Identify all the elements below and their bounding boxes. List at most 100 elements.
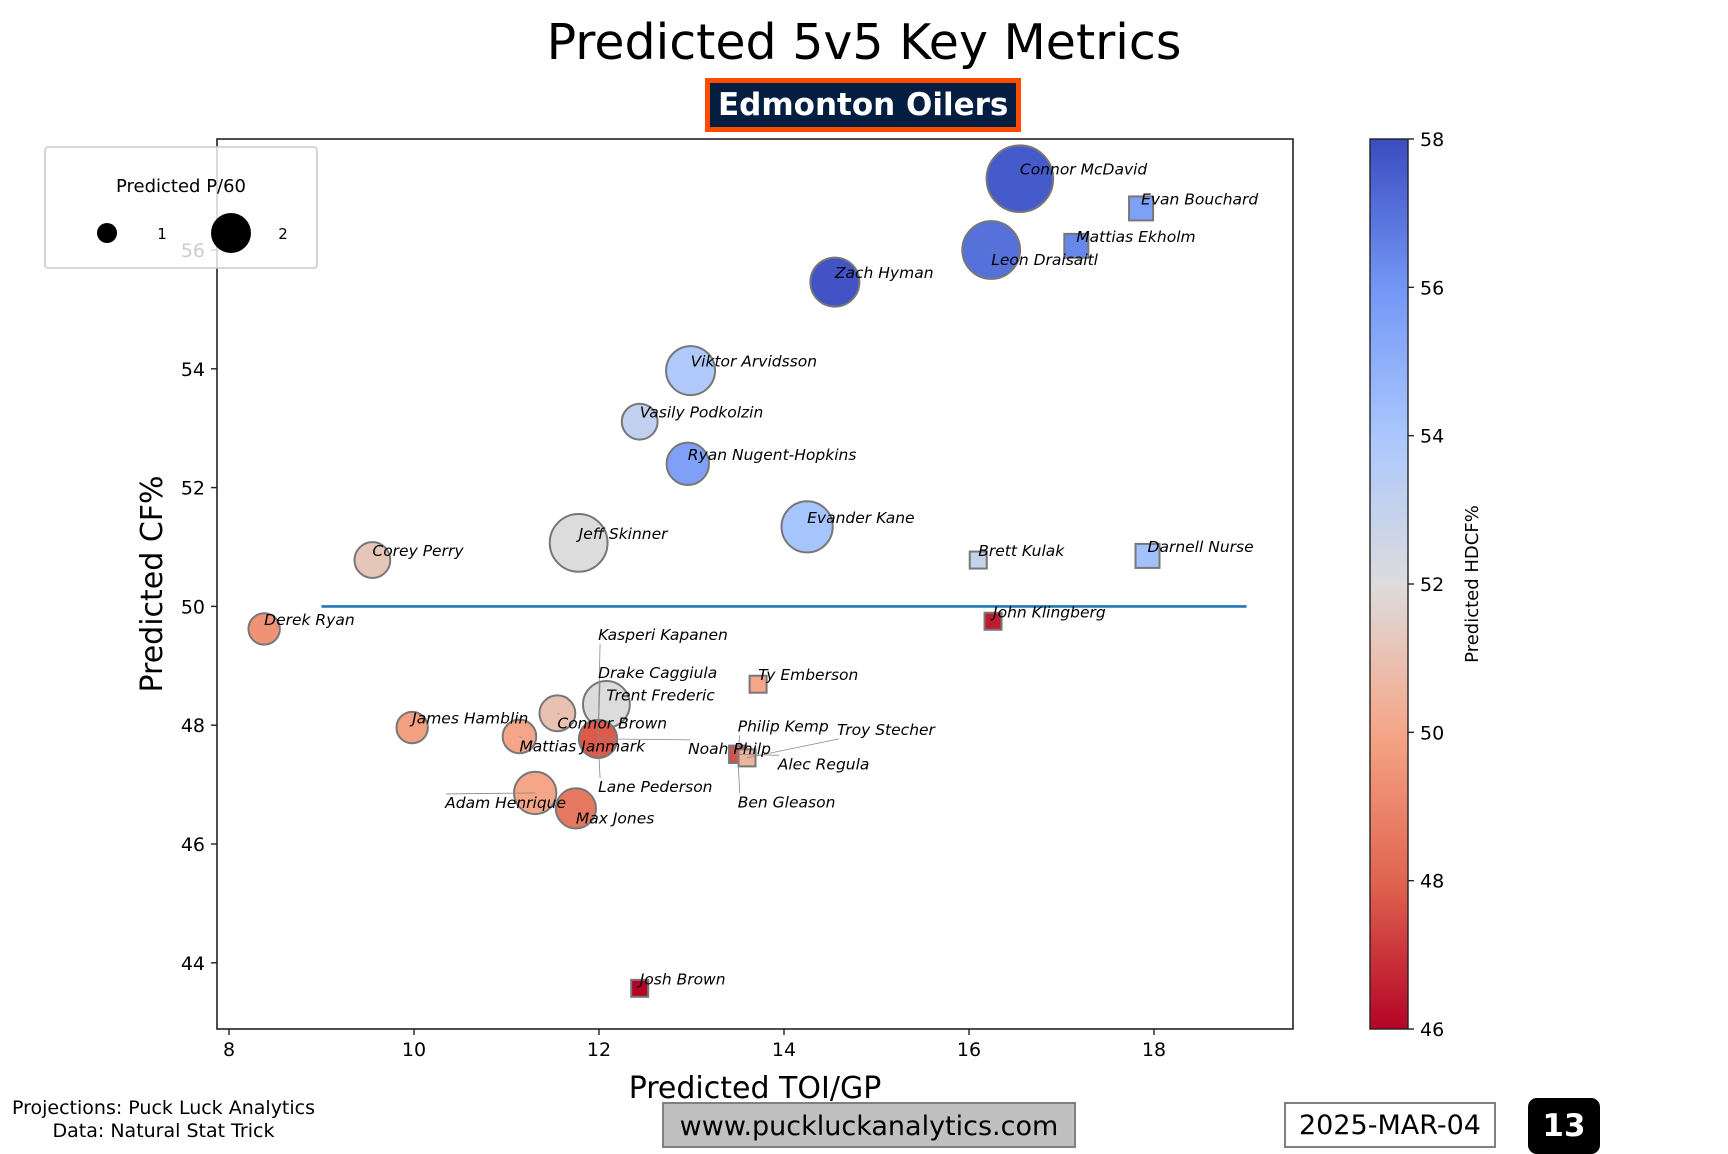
data-point-label: Max Jones: [576, 809, 654, 827]
data-point-label: Ryan Nugent-Hopkins: [688, 446, 857, 464]
data-point-label: Jeff Skinner: [576, 525, 670, 543]
colorbar-tick-label: 54: [1420, 426, 1444, 448]
data-point-label: Leon Draisaitl: [991, 251, 1098, 269]
x-tick-label: 12: [587, 1039, 611, 1061]
data-point-label: Kasperi Kapanen: [598, 626, 728, 644]
y-tick-label: 46: [181, 834, 205, 856]
data-point-square: [968, 550, 988, 570]
data-point-label: Evander Kane: [807, 509, 914, 527]
y-tick-label: 54: [181, 359, 205, 381]
data-point-label: Mattias Ekholm: [1076, 228, 1195, 246]
label-leader-line: [746, 738, 840, 759]
data-point-circle: [780, 500, 834, 554]
label-leader-line: [519, 736, 522, 738]
label-leader-line: [598, 738, 691, 741]
y-tick-label: 50: [181, 596, 205, 618]
data-point-label: Trent Frederic: [606, 686, 715, 704]
x-tick-label: 18: [1142, 1039, 1166, 1061]
size-legend-label-1: 1: [157, 225, 167, 243]
label-leader-line: [557, 712, 560, 715]
plot-frame: [216, 138, 1294, 1030]
data-point-label: Darnell Nurse: [1148, 538, 1254, 556]
data-point-square: [630, 978, 650, 998]
data-point-label: Alec Regula: [777, 755, 870, 773]
data-point-label: Mattias Janmark: [519, 737, 646, 755]
data-point-label: Vasily Podkolzin: [640, 404, 764, 422]
y-axis-label: Predicted CF%: [135, 475, 170, 692]
size-legend-marker-2: [211, 213, 251, 253]
data-point-label: Evan Bouchard: [1141, 190, 1258, 208]
data-point-label: Zach Hyman: [834, 264, 934, 282]
y-tick-label: 48: [181, 715, 205, 737]
data-point-circle: [353, 541, 392, 579]
data-point-label: Viktor Arvidsson: [691, 353, 818, 371]
data-point-label: Troy Stecher: [837, 721, 937, 739]
label-leader-line: [737, 754, 741, 794]
x-axis-label: Predicted TOI/GP: [629, 1071, 882, 1106]
data-point-circle: [985, 144, 1055, 214]
x-tick-label: 16: [957, 1039, 981, 1061]
x-tick-label: 10: [402, 1039, 426, 1061]
credits-data: Data: Natural Stat Trick: [52, 1120, 275, 1142]
data-point-label: Philip Kemp: [738, 717, 829, 735]
data-point-label: Drake Caggiula: [598, 664, 717, 682]
label-leader-line: [575, 808, 579, 810]
data-point-square: [1128, 195, 1155, 222]
data-point-label: Noah Philp: [688, 740, 771, 758]
label-leader-line: [737, 753, 779, 756]
y-tick-label: 52: [181, 478, 205, 500]
data-point-label: Ben Gleason: [738, 793, 836, 811]
chart-title: Predicted 5v5 Key Metrics: [546, 14, 1182, 71]
data-point-square: [983, 611, 1003, 631]
data-point-label: Ty Emberson: [758, 666, 858, 684]
size-legend-label-2: 2: [278, 225, 288, 243]
data-point-label: Connor Brown: [557, 714, 667, 732]
colorbar-tick-label: 56: [1420, 277, 1444, 299]
data-point-label: Adam Henrique: [444, 794, 566, 812]
label-leader-line: [597, 643, 601, 739]
data-point-circle: [665, 345, 717, 397]
team-badge: Edmonton Oilers: [705, 78, 1022, 132]
colorbar-tick-label: 52: [1420, 574, 1444, 596]
y-tick-label: 44: [181, 953, 205, 975]
data-point-square: [1134, 542, 1161, 569]
x-tick-label: 8: [223, 1039, 235, 1061]
data-point-circle: [620, 402, 659, 441]
data-point-label: Josh Brown: [637, 970, 726, 988]
colorbar-tick-label: 46: [1420, 1019, 1444, 1041]
data-point-square: [1063, 232, 1090, 259]
date-label: 2025-MAR-04: [1284, 1102, 1496, 1148]
data-point-label: James Hamblin: [409, 710, 528, 728]
page-number-badge: 13: [1528, 1098, 1600, 1154]
label-leader-line: [597, 738, 601, 778]
size-legend-box: [44, 146, 318, 269]
colorbar-label: Predicted HDCF%: [1462, 505, 1483, 663]
size-legend-title: Predicted P/60: [116, 176, 246, 197]
data-point-label: Lane Pederson: [598, 778, 712, 796]
data-point-circle: [961, 220, 1022, 280]
label-leader-line: [991, 249, 994, 252]
x-tick-label: 14: [772, 1039, 796, 1061]
label-leader-line: [737, 735, 741, 755]
data-point-circle: [395, 710, 429, 745]
colorbar-tick-label: 48: [1420, 871, 1444, 893]
data-point-square: [748, 674, 768, 694]
label-leader-line: [446, 792, 536, 795]
data-point-circle: [665, 441, 710, 487]
data-point-label: Corey Perry: [372, 542, 464, 560]
data-point-circle: [247, 612, 281, 646]
credits-projections: Projections: Puck Luck Analytics: [12, 1097, 316, 1119]
data-point-label: Derek Ryan: [264, 611, 355, 629]
colorbar-tick-label: 58: [1420, 129, 1444, 151]
colorbar-tick-label: 50: [1420, 722, 1444, 744]
website-label: www.puckluckanalytics.com: [662, 1102, 1076, 1148]
data-point-label: Connor McDavid: [1020, 161, 1148, 179]
colorbar: [1369, 138, 1409, 1030]
credits: Projections: Puck Luck Analytics Data: N…: [12, 1097, 315, 1143]
size-legend-marker-1: [97, 223, 117, 243]
data-point-circle: [548, 512, 609, 573]
data-point-label: Brett Kulak: [978, 542, 1065, 560]
data-point-label: John Klingberg: [990, 603, 1106, 621]
data-point-circle: [809, 256, 861, 308]
